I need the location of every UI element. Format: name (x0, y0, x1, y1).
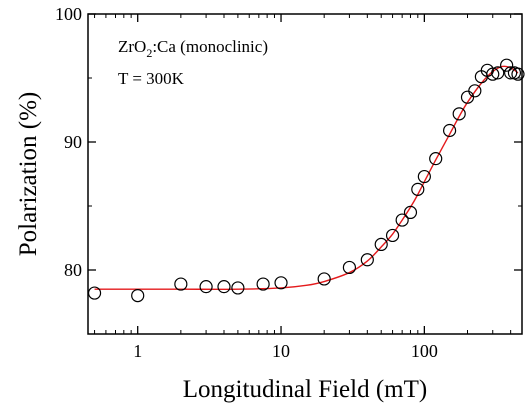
data-point (442, 123, 457, 138)
data-point (491, 66, 505, 80)
data-point (468, 84, 482, 98)
data-point (385, 228, 400, 243)
annotation-sample-suffix: :Ca (monoclinic) (152, 37, 268, 56)
data-point (395, 213, 409, 227)
data-point (174, 277, 188, 291)
y-tick-label: 90 (64, 132, 82, 152)
data-point (411, 182, 425, 196)
data-point (511, 67, 525, 81)
fit-line (94, 65, 519, 290)
points-layer (87, 58, 525, 303)
data-point (452, 107, 466, 121)
x-tick-label: 1 (133, 341, 142, 361)
data-point (417, 169, 431, 184)
y-axis-title: Polarization (%) (15, 92, 42, 257)
fit-layer (94, 65, 519, 290)
annotation-sample: ZrO2:Ca (monoclinic) (118, 37, 268, 60)
data-point (87, 286, 102, 300)
plot-frame (87, 13, 523, 335)
annotation-sample-prefix: ZrO (118, 37, 146, 56)
annotation-sample-subscript: 2 (146, 46, 152, 60)
data-point (199, 280, 213, 294)
data-point (360, 253, 374, 267)
x-tick-label: 10 (272, 341, 290, 361)
data-point (342, 260, 357, 275)
x-axis-title: Longitudinal Field (mT) (183, 376, 427, 403)
data-point (429, 152, 443, 166)
tick-labels: 1 10 100 80 90 100 (55, 4, 438, 361)
data-point (131, 289, 145, 303)
data-point (217, 280, 231, 294)
data-point (403, 205, 418, 219)
data-point (231, 281, 245, 295)
y-tick-label: 100 (55, 4, 82, 24)
y-tick-label: 80 (64, 260, 82, 280)
axis-ticks (88, 13, 522, 335)
data-point (374, 237, 388, 251)
data-point (274, 276, 288, 290)
data-point (317, 272, 331, 286)
annotation-temperature: T = 300K (118, 69, 185, 88)
x-tick-label: 100 (411, 341, 438, 361)
data-point (504, 66, 518, 80)
data-point (256, 277, 270, 291)
data-point (486, 67, 500, 81)
data-point (500, 58, 514, 72)
